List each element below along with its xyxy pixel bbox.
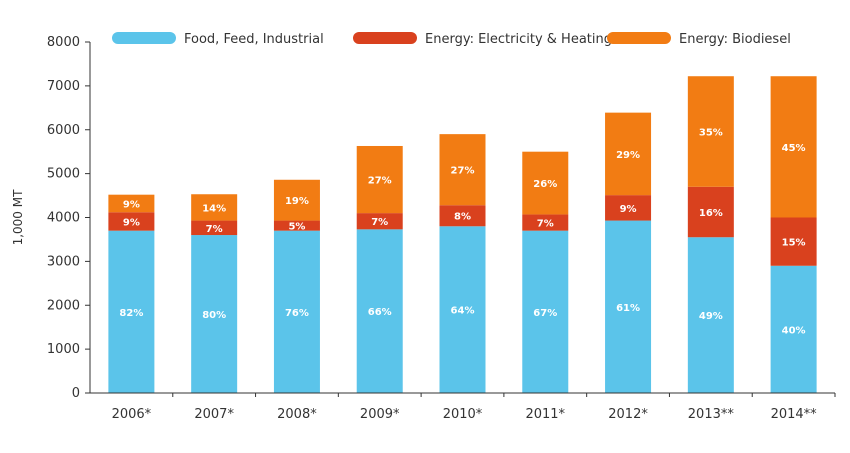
- bar-segment: [191, 194, 238, 221]
- y-tick-label: 6000: [47, 123, 80, 138]
- bar-segment-label: 61%: [616, 303, 640, 314]
- bar-segment: [770, 265, 817, 393]
- bar-segment: [687, 76, 734, 187]
- bar-segment: [439, 205, 486, 227]
- x-tick-label: 2012*: [608, 407, 648, 422]
- legend-item: Energy: Biodiesel: [607, 32, 791, 47]
- bar-segment: [108, 230, 155, 393]
- bar-segment-label: 16%: [699, 208, 723, 219]
- x-tick-label: 2007*: [194, 407, 234, 422]
- bar-segment-label: 7%: [537, 219, 554, 230]
- bar-segment-label: 66%: [368, 307, 392, 318]
- bar-segment-label: 64%: [451, 306, 475, 317]
- bar-segment: [273, 220, 320, 231]
- bar-segment: [687, 237, 734, 393]
- bar-segment-label: 45%: [782, 143, 806, 154]
- bar-stack: 80% 7% 14%: [191, 194, 238, 393]
- x-tick-label: 2010*: [443, 407, 483, 422]
- bar-segment: [108, 212, 155, 231]
- bar-segment-label: 82%: [119, 308, 143, 319]
- bar-segment: [605, 220, 652, 393]
- bar-segment-label: 67%: [533, 308, 557, 319]
- bar-stack: 76% 5% 19%: [273, 179, 320, 393]
- y-tick-label: 5000: [47, 167, 80, 182]
- bar-segment: [770, 76, 817, 218]
- bar-stack: 67% 7% 26%: [522, 151, 569, 393]
- bar-segment-label: 8%: [454, 212, 471, 223]
- bar-segment-label: 26%: [533, 179, 557, 190]
- bar-stack: 82% 9% 9%: [108, 194, 155, 393]
- y-tick-label: 8000: [47, 35, 80, 50]
- bar-segment: [439, 134, 486, 206]
- bar-segment: [356, 229, 403, 393]
- bar-stack: 40% 15% 45%: [770, 76, 817, 393]
- bar-segment-label: 7%: [371, 217, 388, 228]
- legend-item: Energy: Electricity & Heating: [353, 32, 612, 47]
- bar-segment-label: 29%: [616, 150, 640, 161]
- legend-label: Food, Feed, Industrial: [184, 32, 324, 47]
- bar-stack: 61% 9% 29%: [605, 112, 652, 393]
- x-tick-label: 2011*: [525, 407, 565, 422]
- bar-segment-label: 27%: [451, 166, 475, 177]
- y-tick-label: 3000: [47, 254, 80, 269]
- bar-stack: 64% 8% 27%: [439, 134, 486, 393]
- x-tick-label: 2006*: [112, 407, 152, 422]
- bar-segment-label: 35%: [699, 128, 723, 139]
- bar-stack: 66% 7% 27%: [356, 145, 403, 393]
- x-tick-label: 2014**: [771, 407, 818, 422]
- y-tick-label: 4000: [47, 211, 80, 226]
- bar-segment-label: 76%: [285, 308, 309, 319]
- bar-segment: [605, 195, 652, 221]
- bar-segment-label: 9%: [620, 204, 637, 215]
- x-tick-label: 2008*: [277, 407, 317, 422]
- legend-label: Energy: Electricity & Heating: [425, 32, 612, 47]
- legend-swatch: [112, 32, 176, 44]
- bars: 82%9%9%80%7%14%76%5%19%66%7%27%64%8%27%6…: [108, 76, 817, 393]
- x-tick-label: 2009*: [360, 407, 400, 422]
- y-tick-label: 0: [72, 386, 80, 401]
- bar-segment-label: 7%: [206, 224, 223, 235]
- bar-segment: [522, 214, 569, 231]
- bar-segment-label: 14%: [202, 203, 226, 214]
- y-axis-ticks: 0 1000 2000 3000 4000 5000 6000 7000 8000: [47, 35, 90, 401]
- bar-segment-label: 19%: [285, 196, 309, 207]
- y-axis-label: 1,000 MT: [11, 189, 25, 246]
- bar-segment-label: 27%: [368, 176, 392, 187]
- bar-segment: [273, 179, 320, 221]
- x-axis-labels: 2006* 2007* 2008* 2009* 2010* 2011* 2012* 2013*…: [112, 393, 836, 422]
- legend-swatch: [353, 32, 417, 44]
- bar-segment: [522, 151, 569, 215]
- bar-segment: [356, 145, 403, 214]
- bar-segment: [108, 194, 155, 213]
- bar-segment-label: 5%: [288, 222, 305, 233]
- bar-segment: [522, 230, 569, 393]
- bar-stack: 49% 16% 35%: [687, 76, 734, 393]
- legend-swatch: [607, 32, 671, 44]
- bar-segment: [770, 217, 817, 266]
- bar-segment-label: 40%: [782, 325, 806, 336]
- legend-label: Energy: Biodiesel: [679, 32, 791, 47]
- bar-segment: [191, 220, 238, 236]
- legend: Food, Feed, Industrial Energy: Electricit…: [112, 32, 791, 47]
- bar-segment: [191, 235, 238, 393]
- bar-segment-label: 9%: [123, 217, 140, 228]
- bar-segment-label: 49%: [699, 311, 723, 322]
- y-tick-label: 7000: [47, 79, 80, 94]
- bar-segment: [439, 226, 486, 393]
- bar-segment: [687, 186, 734, 238]
- bar-segment-label: 9%: [123, 199, 140, 210]
- bar-segment: [273, 230, 320, 393]
- y-tick-label: 2000: [47, 298, 80, 313]
- bar-segment: [605, 112, 652, 196]
- x-tick-label: 2013**: [688, 407, 735, 422]
- legend-item: Food, Feed, Industrial: [112, 32, 324, 47]
- bar-segment: [356, 213, 403, 230]
- y-tick-label: 1000: [47, 342, 80, 357]
- bar-segment-label: 15%: [782, 238, 806, 249]
- bar-segment-label: 80%: [202, 310, 226, 321]
